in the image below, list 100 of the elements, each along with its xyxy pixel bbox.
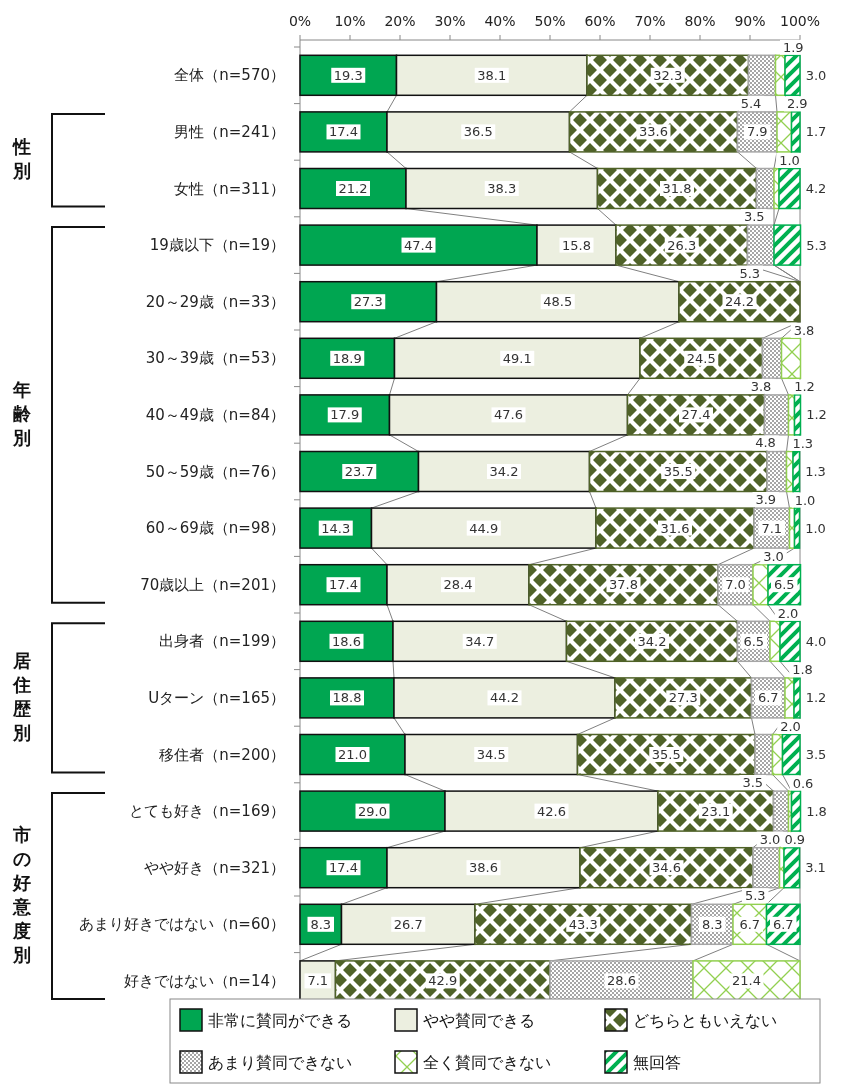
data-label: 23.1 <box>701 803 731 819</box>
data-label: 6.7 <box>739 916 761 932</box>
legend-label: 無回答 <box>633 1053 681 1072</box>
data-label: 6.5 <box>773 577 795 593</box>
data-label: 7.1 <box>307 973 329 989</box>
data-label: 7.1 <box>761 520 783 536</box>
x-tick-label: 80% <box>684 13 716 29</box>
x-tick-label: 100% <box>779 13 821 29</box>
data-label: 1.2 <box>794 379 815 395</box>
data-label: 1.3 <box>805 464 826 479</box>
data-label: 38.1 <box>477 67 507 83</box>
data-label: 1.2 <box>806 407 827 423</box>
x-tick-label: 50% <box>534 13 566 29</box>
data-label: 1.0 <box>779 153 800 168</box>
data-label: 26.3 <box>667 237 697 253</box>
y-tick-label: Uターン（n=165） <box>148 688 285 707</box>
y-tick-label: 20～29歳（n=33） <box>145 292 285 311</box>
y-tick-label: 男性（n=241） <box>174 122 285 141</box>
data-label: 1.8 <box>792 662 813 678</box>
legend-label: どちらともいえない <box>633 1011 777 1030</box>
data-label: 44.2 <box>490 690 519 706</box>
data-label: 5.4 <box>740 95 762 111</box>
y-tick-label: とても好き（n=169） <box>129 802 285 821</box>
data-label: 28.4 <box>443 577 473 593</box>
data-label: 23.7 <box>344 464 374 479</box>
data-label: 1.3 <box>792 436 814 451</box>
x-tick-label: 40% <box>484 13 516 29</box>
data-label: 3.5 <box>742 775 764 790</box>
data-label: 1.0 <box>805 520 826 536</box>
data-label: 31.8 <box>662 181 692 196</box>
y-tick-label: 19歳以下（n=19） <box>149 236 285 255</box>
data-label: 0.6 <box>792 775 814 791</box>
y-tick-label: 30～39歳（n=53） <box>145 349 285 368</box>
data-label: 27.4 <box>681 407 711 423</box>
data-label: 5.3 <box>739 265 761 281</box>
data-label: 3.8 <box>793 322 815 338</box>
data-label: 37.8 <box>609 577 638 593</box>
data-label: 48.5 <box>543 294 573 310</box>
data-label: 34.2 <box>637 633 667 649</box>
data-label: 21.0 <box>338 747 367 762</box>
data-label: 2.0 <box>777 605 799 621</box>
legend-label: 全く賛同できない <box>423 1053 551 1072</box>
text: 居住歴別 <box>12 649 31 743</box>
data-label: 27.3 <box>353 294 383 310</box>
data-label: 34.6 <box>652 860 681 876</box>
data-label: 42.6 <box>537 803 566 819</box>
data-label: 34.5 <box>476 747 506 762</box>
data-label: 3.9 <box>755 492 777 507</box>
data-label: 6.7 <box>772 916 794 932</box>
data-label: 1.2 <box>805 690 827 706</box>
legend-label: やや賛同できる <box>423 1011 535 1030</box>
legend-label: 非常に賛同ができる <box>208 1011 352 1030</box>
data-label: 4.2 <box>805 181 827 196</box>
data-label: 1.7 <box>805 124 827 140</box>
text: 年齢別 <box>12 378 32 448</box>
y-tick-label: 出身者（n=199） <box>159 632 285 651</box>
data-label: 24.5 <box>686 350 716 366</box>
y-tick-label: 移住者（n=200） <box>159 745 285 764</box>
legend-label: あまり賛同できない <box>208 1053 352 1072</box>
data-label: 5.3 <box>744 888 766 904</box>
data-label: 3.1 <box>805 860 826 876</box>
data-label: 7.9 <box>746 124 768 140</box>
data-label: 38.6 <box>469 860 498 876</box>
data-label: 29.0 <box>358 803 387 819</box>
data-label: 43.3 <box>568 916 598 932</box>
data-label: 15.8 <box>562 237 591 253</box>
x-tick-label: 30% <box>434 13 466 29</box>
data-label: 47.6 <box>494 407 523 423</box>
data-label: 7.0 <box>725 577 746 593</box>
data-label: 28.6 <box>607 973 636 989</box>
data-label: 17.4 <box>329 124 358 140</box>
data-label: 18.9 <box>332 350 362 366</box>
data-label: 14.3 <box>321 520 351 536</box>
data-label: 21.4 <box>732 973 761 989</box>
y-tick-label: 50～59歳（n=76） <box>145 462 285 481</box>
data-label: 36.5 <box>463 124 493 140</box>
data-label: 4.8 <box>755 435 776 451</box>
data-label: 18.6 <box>332 633 361 649</box>
text: 市の好意度別 <box>12 824 32 965</box>
data-label: 17.9 <box>330 407 360 423</box>
y-tick-label: 女性（n=311） <box>174 179 285 198</box>
data-label: 3.8 <box>750 378 772 394</box>
data-label: 19.3 <box>333 67 363 83</box>
y-tick-label: やや好き（n=321） <box>144 858 285 877</box>
data-label: 3.5 <box>743 209 765 224</box>
data-label: 3.0 <box>805 67 827 83</box>
data-label: 35.5 <box>651 747 681 762</box>
data-label: 47.4 <box>404 237 433 253</box>
y-tick-label: 40～49歳（n=84） <box>145 405 285 424</box>
x-tick-label: 70% <box>634 13 666 29</box>
data-label: 38.3 <box>487 181 517 196</box>
data-label: 21.2 <box>338 181 368 196</box>
data-label: 8.3 <box>310 916 332 932</box>
y-tick-label: 全体（n=570） <box>174 66 285 85</box>
data-label: 2.9 <box>786 96 808 112</box>
data-label: 44.9 <box>469 520 499 536</box>
data-label: 0.9 <box>784 832 806 848</box>
data-label: 31.6 <box>660 520 690 536</box>
data-label: 27.3 <box>668 690 698 706</box>
data-label: 4.0 <box>805 633 827 649</box>
